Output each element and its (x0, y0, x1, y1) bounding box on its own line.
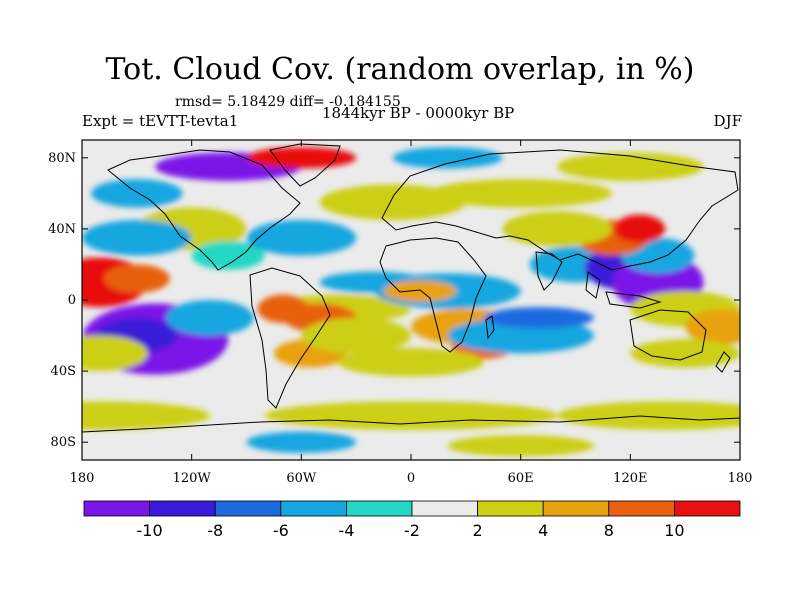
rmsd-diff-stats: rmsd= 5.18429 diff= -0.184155 (175, 94, 401, 110)
anomaly-region-33 (319, 184, 466, 221)
coastline-greenland (269, 143, 341, 187)
lat-tick-label: 40N (48, 222, 76, 237)
coastline-north-america (107, 149, 301, 271)
lon-tick-label: 0 (407, 471, 415, 486)
period-label: 1844kyr BP - 0000kyr BP (322, 104, 515, 122)
coastline-madagascar (485, 315, 495, 340)
experiment-label: Expt = tEVTT-tevta1 (82, 112, 239, 130)
anomaly-region-38 (246, 431, 357, 453)
anomaly-region-42 (392, 147, 503, 169)
anomaly-region-37 (557, 401, 740, 430)
colorbar-label: -4 (338, 521, 354, 540)
colorbar-label: -8 (207, 521, 223, 540)
lon-tick-label: 120W (173, 471, 212, 486)
anomaly-region-41 (246, 147, 357, 169)
season-label: DJF (713, 112, 742, 130)
colorbar-box (542, 500, 610, 517)
colorbar-label: 8 (604, 521, 614, 540)
coastline-new-zealand (715, 351, 731, 373)
coastline-south-america (249, 267, 331, 409)
anomaly-region-20 (337, 348, 485, 377)
coastline-southeast-asia (585, 271, 662, 309)
anomaly-region-32 (630, 339, 740, 368)
chart-title: Tot. Cloud Cov. (random overlap, in %) (105, 52, 695, 87)
anomaly-region-4 (166, 300, 254, 336)
coastline-india (535, 251, 563, 291)
colorbar-box (83, 500, 150, 517)
anomaly-region-9 (246, 220, 357, 256)
colorbar-box (149, 500, 216, 517)
lat-tick-label: 80S (51, 435, 76, 450)
colorbar-label: -10 (137, 521, 163, 540)
anomaly-region-14 (301, 317, 411, 354)
longitude-axis: 180 120W 60W 0 60E 120E 180 (70, 140, 753, 486)
anomaly-region-12 (257, 294, 309, 324)
cloud-anomaly-field (82, 140, 740, 460)
colorbar-box (214, 500, 282, 517)
anomaly-region-43 (557, 152, 704, 181)
lat-tick-label: 80N (48, 151, 76, 166)
colorbar-label: -6 (273, 521, 289, 540)
anomaly-region-8 (191, 241, 265, 270)
anomaly-region-36 (264, 401, 558, 430)
lon-tick-label: 60W (286, 471, 317, 486)
coastline-antarctica (82, 415, 740, 433)
anomaly-region-39 (447, 435, 594, 457)
lon-tick-label: 180 (728, 471, 753, 486)
colorbar: -10 -8 -6 -4 -2 2 4 8 10 (83, 500, 741, 540)
latitude-axis: 80N 40N 0 40S 80S (48, 151, 740, 450)
anomaly-region-28 (613, 214, 666, 244)
colorbar-label: -2 (404, 521, 420, 540)
anomaly-region-44 (91, 179, 183, 208)
lon-tick-label: 120E (613, 471, 647, 486)
anomaly-region-5 (82, 335, 148, 372)
coastline-australia (629, 309, 707, 361)
anomaly-region-7 (82, 220, 192, 256)
colorbar-box (280, 500, 347, 517)
colorbar-box (674, 500, 741, 517)
anomaly-region-31 (685, 308, 740, 345)
colorbar-label: 2 (473, 521, 483, 540)
colorbar-label: 10 (664, 521, 684, 540)
anomaly-region-17 (383, 280, 457, 302)
anomaly-region-1 (103, 264, 170, 293)
coastline-africa (379, 237, 487, 353)
lon-tick-label: 60E (508, 471, 534, 486)
colorbar-box (608, 500, 675, 517)
anomaly-region-35 (82, 401, 210, 430)
lon-tick-label: 180 (70, 471, 95, 486)
anomaly-region-34 (429, 179, 613, 208)
colorbar-box (477, 500, 544, 517)
lat-tick-label: 40S (51, 364, 76, 379)
coastlines (82, 143, 740, 433)
colorbar-box (345, 500, 413, 517)
anomaly-region-22 (484, 307, 594, 329)
coastline-eurasia (381, 149, 739, 271)
colorbar-label: 4 (538, 521, 548, 540)
colorbar-box (411, 500, 478, 517)
lat-tick-label: 0 (68, 293, 76, 308)
anomaly-region-29 (502, 211, 613, 247)
